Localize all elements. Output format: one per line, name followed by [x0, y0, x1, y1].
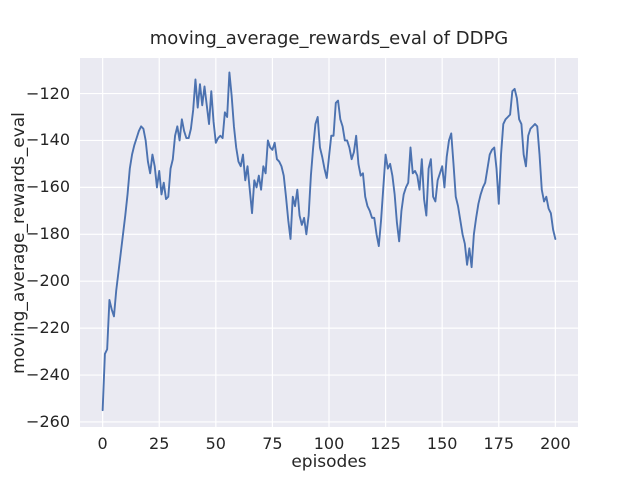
x-tick-label: 100 [313, 434, 345, 453]
x-tick-label: 175 [483, 434, 515, 453]
chart-title: moving_average_rewards_eval of DDPG [149, 28, 509, 49]
x-tick-label: 150 [426, 434, 458, 453]
y-tick-label: −240 [26, 365, 70, 385]
y-tick-label: −220 [26, 318, 70, 338]
plot-area [80, 58, 578, 427]
x-tick-label: 75 [262, 434, 283, 453]
y-tick-label: −140 [26, 130, 70, 150]
y-tick-label: −160 [26, 177, 70, 197]
x-tick-label: 0 [97, 434, 108, 453]
x-tick-label: 125 [370, 434, 401, 453]
y-tick-label: −260 [26, 411, 70, 431]
y-tick-label: −200 [26, 271, 70, 291]
x-tick-label: 50 [205, 434, 226, 453]
x-axis-label: episodes [291, 452, 367, 472]
data-line-moving_average_rewards_eval [101, 71, 557, 412]
line-chart [80, 58, 578, 427]
x-tick-label: 25 [149, 434, 170, 453]
y-tick-label: −120 [26, 83, 70, 103]
x-tick-label: 200 [540, 434, 571, 453]
y-tick-label: −180 [26, 224, 70, 244]
